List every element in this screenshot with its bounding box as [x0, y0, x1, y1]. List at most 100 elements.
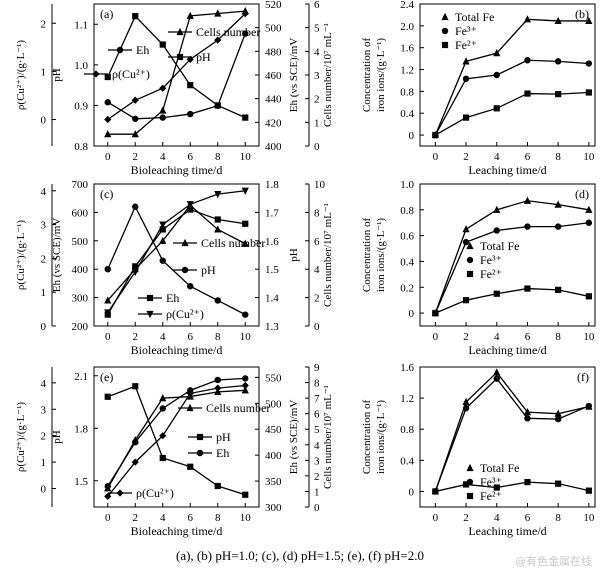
- y-left-inner-title: Eh (vs SCE)/mV: [51, 218, 63, 293]
- data-point: [493, 205, 501, 213]
- data-point: [241, 239, 249, 247]
- data-point: [585, 16, 593, 25]
- series-line-1: [107, 385, 246, 496]
- legend-label: Eh: [166, 291, 179, 305]
- y-right-outer-tick-label: 6: [314, 0, 320, 11]
- y-tick-label: 1.6: [400, 362, 414, 374]
- legend-marker: [146, 310, 154, 319]
- y-right-inner-tick-label: 400: [265, 450, 282, 462]
- data-point: [462, 225, 470, 233]
- y-tick-label: 0.8: [400, 424, 414, 436]
- legend-marker: [441, 12, 449, 21]
- y-axis-title: Concentration of: [361, 218, 373, 293]
- data-point: [131, 268, 139, 277]
- data-point: [242, 220, 249, 227]
- x-axis-title: Leaching time/d: [468, 524, 546, 538]
- y-left-outer-tick-label: 4: [41, 186, 47, 198]
- y-left-inner-tick-label: 0.9: [74, 100, 88, 112]
- data-point: [104, 483, 111, 490]
- data-point: [555, 286, 562, 293]
- x-tick-label: 4: [160, 512, 166, 524]
- y-axis-title: Concentration of: [361, 400, 373, 475]
- plot-frame: [419, 366, 596, 508]
- data-point: [104, 309, 112, 317]
- legend-label: ρ(Cu²⁺): [112, 67, 150, 81]
- y-left-outer-tick-label: 1: [41, 66, 47, 78]
- legend-marker: [466, 478, 474, 486]
- data-point: [462, 481, 470, 488]
- x-axis-title: Bioleaching time/d: [131, 524, 223, 538]
- data-point: [214, 384, 222, 392]
- y-tick-label: 0.4: [400, 256, 414, 268]
- x-tick-label: 6: [525, 151, 531, 163]
- y-axis-title: iron ions/(g·L⁻¹): [375, 38, 387, 113]
- data-point: [241, 187, 249, 195]
- y-left-outer-tick-label: 3: [41, 220, 47, 232]
- y-left-outer-tick-label: 0: [41, 321, 47, 333]
- y-tick-label: 2.4: [400, 0, 414, 11]
- y-left-inner-tick-label: 2.1: [74, 371, 88, 383]
- y-left-inner-tick-label: 500: [72, 236, 89, 248]
- data-point: [585, 487, 592, 494]
- y-right-outer-tick-label: 6: [314, 409, 320, 421]
- data-point: [524, 479, 531, 486]
- data-point: [214, 102, 221, 109]
- x-tick-label: 0: [105, 512, 111, 524]
- y-right-outer-tick-label: 2: [314, 471, 320, 483]
- y-right-inner-tick-label: 440: [265, 94, 282, 106]
- y-left-inner-title: pH: [51, 430, 63, 444]
- data-point: [585, 219, 593, 226]
- y-axis-title: Concentration of: [361, 38, 373, 113]
- x-tick-label: 8: [215, 331, 221, 343]
- x-tick-label: 4: [160, 151, 166, 163]
- data-point: [554, 58, 562, 65]
- data-point: [432, 309, 439, 317]
- panel-d: (d) 0 2 4 6 8 10 Leaching time/d 0 0.2 0.4 0.6 0.8 1.…: [361, 179, 596, 357]
- series-line-2: [435, 91, 589, 136]
- series-line-2: [435, 481, 590, 493]
- data-point: [493, 71, 500, 79]
- data-point: [241, 386, 249, 394]
- legend-label: pH: [201, 263, 216, 277]
- data-point: [493, 49, 501, 57]
- legend-marker: [466, 270, 474, 278]
- y-tick-label: 1.2: [400, 393, 414, 405]
- data-point: [493, 290, 500, 297]
- y-right-outer-title: Cells number/10⁷ mL⁻¹: [322, 385, 334, 489]
- data-point: [524, 57, 531, 64]
- y-right-inner-title: Eh (vs SCE)/mV: [288, 38, 300, 113]
- panel-label: (e): [100, 370, 113, 384]
- legend-marker: [441, 27, 449, 35]
- figure-caption: (a), (b) pH=1.0; (c), (d) pH=1.5; (e), (…: [176, 548, 424, 563]
- y-right-outer-tick-label: 6: [314, 236, 320, 248]
- data-point: [555, 480, 562, 487]
- y-right-outer-tick-label: 0: [314, 321, 320, 333]
- legend-label: Total Fe: [480, 461, 520, 475]
- data-point: [585, 89, 592, 96]
- legend-marker: [441, 41, 449, 49]
- y-tick-label: 1.6: [400, 43, 414, 55]
- data-point: [432, 488, 439, 495]
- y-right-inner-tick-label: 480: [265, 46, 282, 58]
- x-tick-label: 0: [105, 151, 111, 163]
- y-left-inner-title: pH: [51, 68, 63, 82]
- x-tick-label: 10: [583, 512, 595, 524]
- y-right-inner-tick-label: 350: [265, 476, 282, 488]
- data-point: [585, 402, 593, 410]
- data-point: [214, 216, 221, 223]
- data-point: [462, 297, 470, 304]
- data-point: [555, 91, 562, 98]
- y-right-inner-tick-label: 400: [265, 141, 282, 153]
- panel-label: (b): [575, 7, 589, 21]
- data-point: [493, 484, 500, 491]
- data-point: [131, 458, 139, 466]
- data-point: [186, 201, 194, 209]
- series-line-3: [107, 15, 246, 119]
- x-axis-title: Leaching time/d: [468, 163, 546, 177]
- legend-marker: [466, 256, 474, 264]
- data-point: [524, 90, 531, 97]
- data-point: [104, 296, 112, 304]
- y-right-inner-tick-label: 1.5: [265, 264, 279, 276]
- data-point: [186, 11, 194, 19]
